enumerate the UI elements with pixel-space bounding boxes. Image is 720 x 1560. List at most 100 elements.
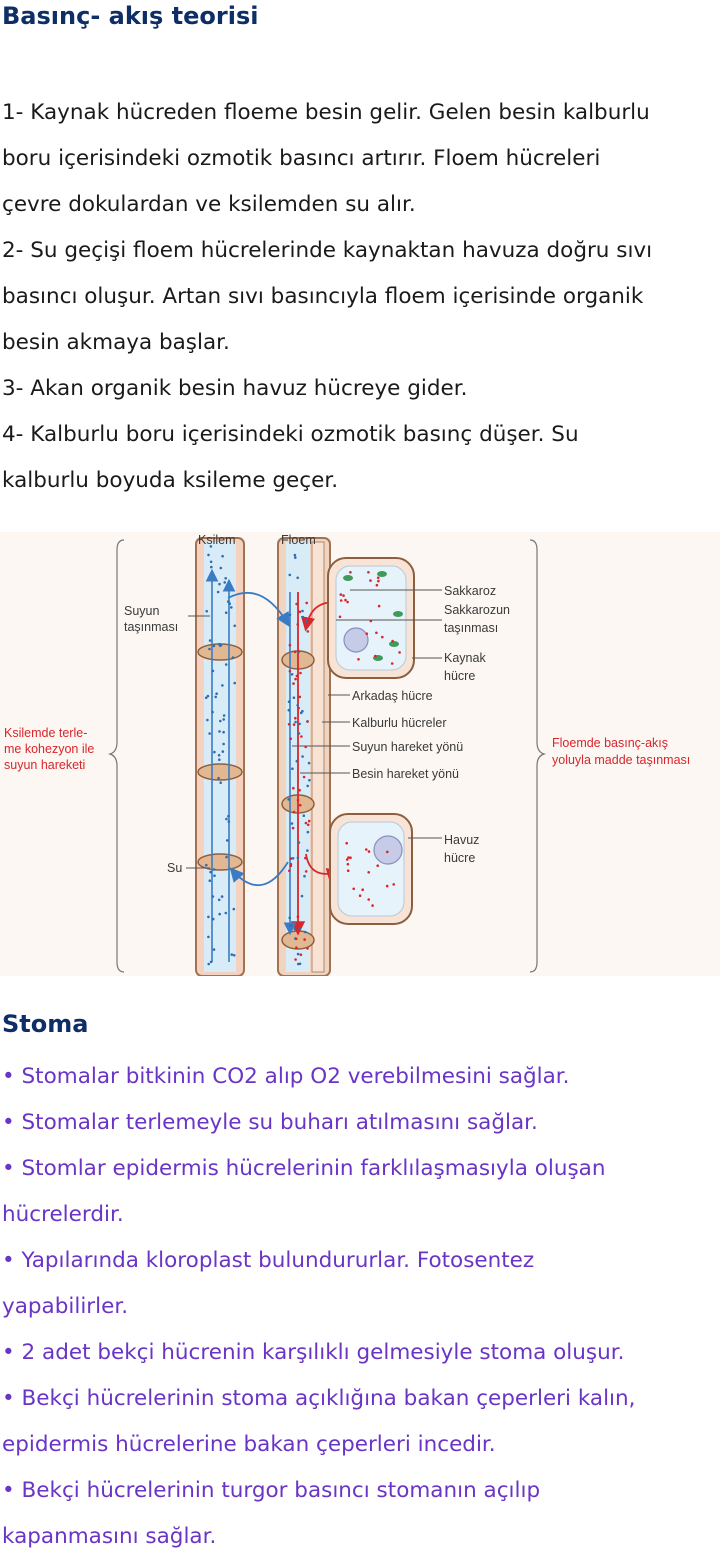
particle-dot	[227, 600, 230, 603]
particle-dot	[218, 582, 221, 586]
paragraph-line-9: kalburlu boyuda ksileme geçer.	[2, 468, 339, 493]
particle-dot	[292, 810, 296, 814]
particle-dot	[297, 706, 300, 710]
particle-dot	[306, 720, 309, 723]
particle-dot	[218, 758, 221, 761]
particle-dot	[210, 565, 213, 569]
particle-dot	[291, 826, 295, 830]
xylem-to-phloem-arrow	[227, 591, 290, 628]
particle-dot	[230, 953, 234, 956]
particle-dot	[298, 788, 301, 792]
particle-dot	[294, 716, 297, 720]
label-sucrose: Sakkaroz	[444, 584, 496, 598]
label-phloem-side-1: Floemde basınç-akış	[552, 736, 668, 750]
label-xylem-side-2: me kohezyon ile	[4, 742, 94, 756]
particle-dot	[212, 644, 216, 648]
particle-dot	[386, 850, 389, 854]
left-brace	[107, 539, 125, 973]
particle-dot	[289, 862, 293, 866]
particle-dot	[294, 556, 297, 559]
particle-dot	[294, 958, 297, 961]
particle-dot	[206, 718, 209, 722]
particle-dot	[290, 822, 294, 825]
particle-dot	[385, 884, 389, 888]
particle-dot	[390, 662, 394, 665]
paragraph-line-5: basıncı oluşur. Artan sıvı basıncıyla fl…	[2, 284, 644, 309]
stoma-line-6: yapabilirler.	[2, 1294, 129, 1319]
stoma-line-8: • Bekçi hücrelerinin stoma açıklığına ba…	[2, 1386, 636, 1411]
particle-dot	[299, 671, 302, 675]
paragraph-line-2: boru içerisindeki ozmotik basıncı artırı…	[2, 146, 601, 171]
particle-dot	[217, 753, 221, 757]
particle-dot	[361, 888, 365, 891]
label-water-transport-2: taşınması	[124, 620, 178, 634]
particle-dot	[219, 781, 222, 784]
particle-dot	[207, 962, 210, 966]
particle-dot	[222, 714, 226, 717]
particle-dot	[211, 710, 214, 714]
particle-dot	[306, 630, 310, 633]
particle-dot	[305, 620, 308, 623]
particle-dot	[349, 571, 352, 574]
particle-dot	[293, 553, 297, 557]
paragraph-line-1: 1- Kaynak hücreden floeme besin gelir. G…	[2, 100, 650, 125]
particle-dot	[296, 915, 300, 919]
particle-dot	[209, 545, 213, 548]
particle-dot	[233, 624, 236, 628]
particle-dot	[367, 898, 371, 901]
particle-dot	[217, 898, 221, 902]
particle-dot	[289, 857, 293, 860]
particle-dot	[289, 924, 292, 927]
particle-dot	[296, 703, 300, 707]
particle-dot	[207, 935, 210, 939]
particle-dot	[205, 863, 208, 867]
particle-dot	[374, 654, 377, 658]
particle-dot	[209, 960, 213, 964]
particle-dot	[289, 737, 293, 740]
particle-dot	[221, 750, 225, 753]
particle-dot	[219, 719, 222, 723]
particle-dot	[301, 609, 304, 613]
particle-dot	[302, 775, 306, 779]
particle-dot	[306, 784, 310, 788]
particle-dot	[346, 600, 349, 604]
particle-dots	[204, 545, 401, 966]
particle-dot	[295, 602, 298, 606]
label-phloem: Floem	[281, 533, 316, 547]
particle-dot	[208, 732, 211, 735]
particle-dot	[367, 850, 371, 853]
particle-dot	[303, 874, 306, 878]
particle-dot	[295, 937, 298, 941]
particle-dot	[222, 742, 225, 746]
particle-dot	[358, 894, 362, 897]
label-xylem-side-3: suyun hareketi	[4, 758, 85, 772]
paragraph-line-4: 2- Su geçişi floem hücrelerinde kaynakta…	[2, 238, 653, 263]
particle-dot	[301, 755, 304, 758]
particle-dot	[296, 952, 300, 956]
particle-dot	[288, 869, 291, 873]
particle-dot	[227, 814, 230, 818]
particle-dot	[352, 887, 356, 891]
stoma-line-7: • 2 adet bekçi hücrenin karşılıklı gelme…	[2, 1340, 625, 1365]
particle-dot	[346, 862, 350, 866]
particle-dot	[287, 708, 291, 712]
particle-dot	[306, 849, 309, 852]
particle-dot	[224, 911, 228, 915]
stoma-line-9: epidermis hücrelerine bakan çeperleri in…	[2, 1432, 496, 1457]
particle-dot	[223, 581, 226, 584]
particle-dot	[293, 650, 297, 654]
source-cell	[327, 557, 415, 679]
stoma-line-4: hücrelerdir.	[2, 1202, 124, 1227]
particle-dot	[288, 916, 292, 920]
right-brace	[529, 539, 547, 973]
particle-dot	[392, 883, 396, 886]
label-water-transport-1: Suyun	[124, 604, 159, 618]
phloem-to-xylem-arrow	[229, 861, 289, 886]
particle-dot	[214, 695, 217, 699]
section-title-stoma: Stoma	[2, 1010, 89, 1038]
particle-dot	[296, 623, 300, 626]
particle-dot	[288, 613, 292, 617]
particle-dot	[398, 651, 401, 654]
label-sink-2: hücre	[444, 851, 475, 865]
particle-dot	[212, 948, 216, 951]
